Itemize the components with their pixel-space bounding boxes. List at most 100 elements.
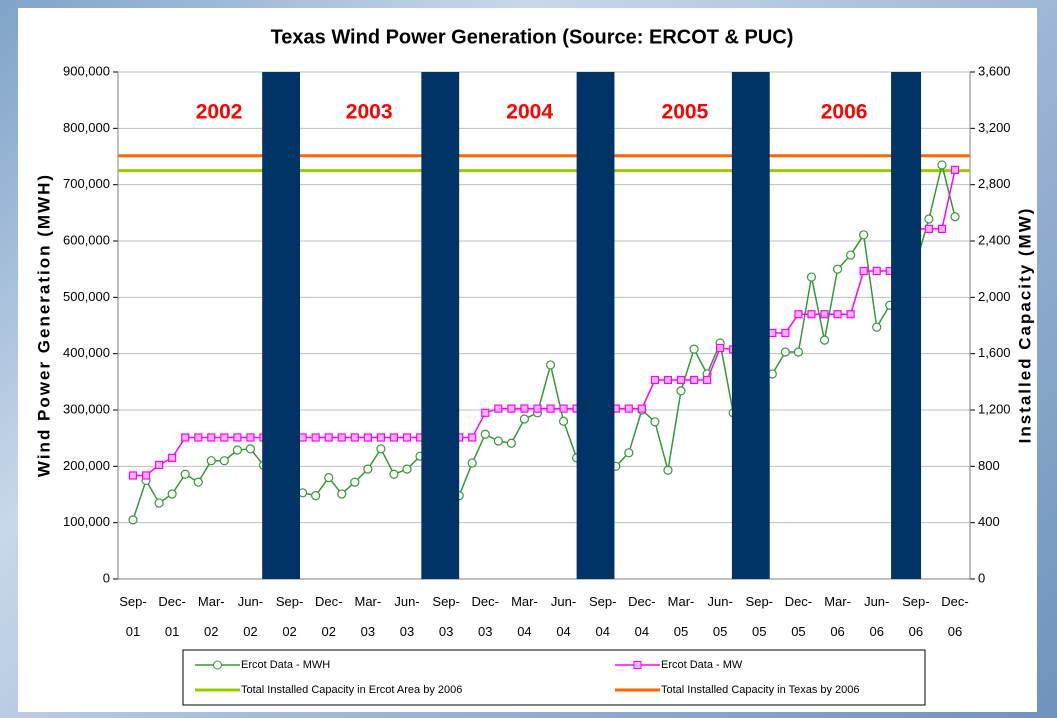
- point: [350, 477, 360, 487]
- y-axis-title: Wind Power Generation (MWH): [34, 173, 53, 477]
- point: [533, 404, 542, 413]
- point: [506, 438, 516, 448]
- point: [807, 310, 816, 319]
- point: [716, 343, 725, 353]
- point: [872, 266, 881, 276]
- point: [519, 414, 530, 424]
- y2-tick-label: 0: [978, 570, 985, 585]
- y-tick-label: 0: [103, 570, 110, 585]
- point: [481, 408, 490, 417]
- point: [780, 347, 790, 357]
- y-tick-label: 700,000: [63, 176, 110, 191]
- point: [924, 224, 934, 233]
- x-tick-label: Jun-04: [551, 594, 576, 639]
- y-tick-label: 200,000: [63, 458, 110, 473]
- point: [206, 456, 216, 466]
- point: [663, 375, 673, 385]
- point: [168, 453, 177, 462]
- year-annotation: 2006: [821, 101, 868, 124]
- x-tick-label: Dec-05: [785, 594, 812, 639]
- point: [558, 416, 569, 426]
- point: [337, 433, 346, 442]
- point: [559, 404, 568, 413]
- point: [937, 160, 947, 170]
- x-tick-label: Jun-02: [238, 594, 263, 639]
- y-tick-label: 100,000: [63, 514, 110, 529]
- legend-marker: [213, 660, 222, 670]
- point: [232, 445, 242, 455]
- point: [402, 433, 412, 442]
- point: [676, 386, 686, 396]
- y2-axis-title: Installed Capacity (MW): [1015, 207, 1034, 444]
- x-tick-label: Dec-02: [315, 594, 342, 639]
- point: [820, 310, 829, 319]
- x-tick-label: Jun-05: [707, 594, 732, 639]
- year-separator: [262, 72, 301, 579]
- point: [389, 469, 399, 479]
- legend-box: [182, 649, 926, 706]
- point: [220, 433, 229, 442]
- y-tick-label: 400,000: [63, 345, 110, 360]
- point: [207, 433, 216, 442]
- y2-tick-label: 2,000: [978, 289, 1011, 304]
- point: [337, 489, 347, 499]
- point: [937, 224, 947, 233]
- point: [245, 444, 256, 454]
- point: [833, 310, 842, 319]
- point: [637, 404, 646, 413]
- point: [650, 375, 660, 385]
- point: [363, 464, 373, 474]
- x-tick-label: Sep-01: [119, 594, 146, 639]
- point: [128, 515, 138, 525]
- point: [376, 433, 386, 442]
- point: [128, 471, 138, 480]
- x-tick-label: Sep-05: [746, 594, 773, 639]
- point: [676, 375, 686, 385]
- x-tick-label: Mar-04: [511, 594, 538, 639]
- point: [311, 433, 320, 442]
- legend-label: Total Installed Capacity in Texas by 200…: [661, 684, 860, 696]
- point: [950, 212, 960, 222]
- y2-tick-label: 3,600: [978, 63, 1011, 78]
- y-tick-label: 900,000: [63, 63, 110, 78]
- point: [663, 465, 673, 475]
- point: [689, 344, 699, 354]
- x-tick-label: Mar-05: [668, 594, 695, 639]
- legend-label: Ercot Data - MWH: [241, 659, 330, 671]
- x-tick-label: Jun-03: [394, 594, 419, 639]
- point: [181, 433, 190, 442]
- year-annotation: 2004: [506, 101, 553, 124]
- y2-tick-label: 2,400: [978, 232, 1011, 247]
- legend-label: Total Installed Capacity in Ercot Area b…: [241, 684, 462, 696]
- year-annotation: 2003: [346, 101, 393, 124]
- point: [859, 266, 868, 276]
- point: [546, 404, 555, 413]
- point: [950, 165, 960, 174]
- point: [872, 322, 882, 332]
- x-tick-label: Jun-06: [864, 594, 889, 639]
- point: [859, 230, 869, 240]
- point: [246, 433, 255, 442]
- point: [689, 375, 699, 385]
- x-tick-label: Mar-06: [824, 594, 851, 639]
- point: [141, 471, 151, 480]
- point: [311, 491, 321, 501]
- point: [832, 264, 843, 274]
- point: [794, 310, 803, 319]
- point: [154, 460, 164, 470]
- point: [493, 436, 503, 446]
- point: [624, 404, 633, 413]
- x-tick-label: Dec-06: [941, 594, 968, 639]
- x-tick-label: Sep-06: [902, 594, 929, 639]
- x-tick-label: Dec-04: [628, 594, 655, 639]
- point: [324, 433, 333, 442]
- year-separator: [576, 72, 615, 579]
- point: [924, 214, 934, 224]
- y2-tick-label: 1,600: [978, 345, 1011, 360]
- y2-tick-label: 2,800: [978, 176, 1011, 191]
- point: [702, 375, 712, 385]
- point: [233, 433, 242, 442]
- year-separator: [891, 72, 922, 579]
